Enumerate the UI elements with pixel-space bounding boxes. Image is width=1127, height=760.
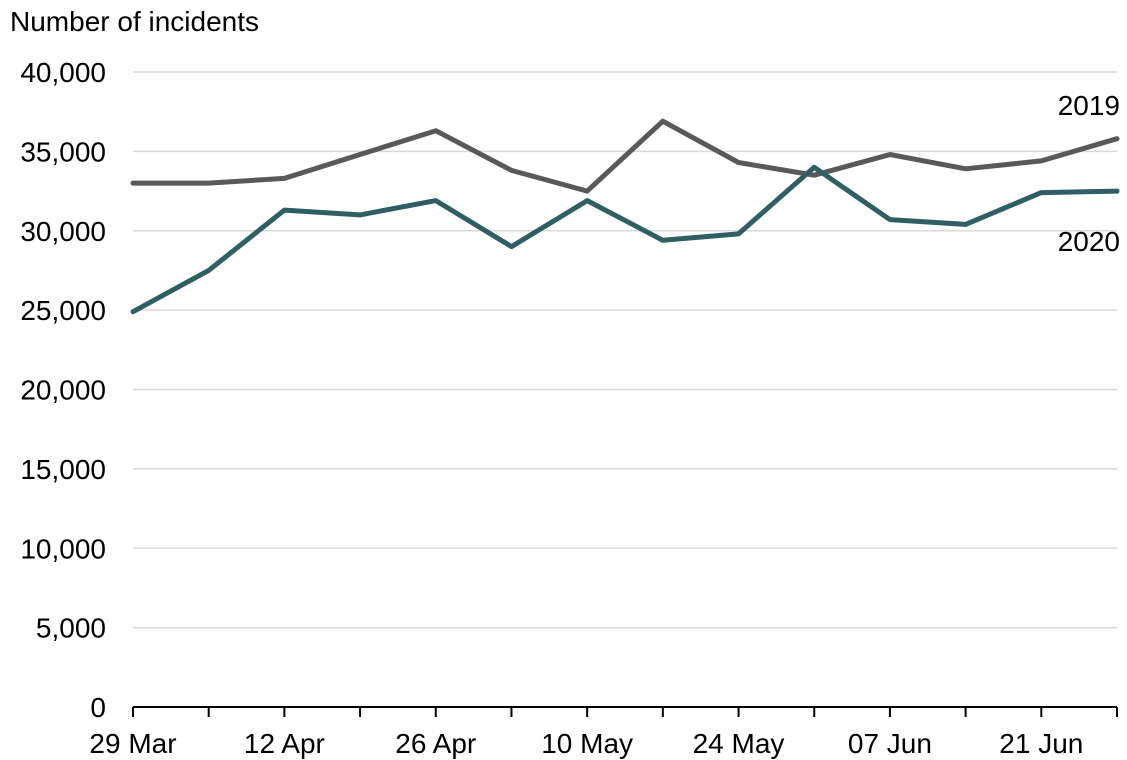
y-tick-label: 10,000 bbox=[20, 533, 106, 564]
y-tick-label: 40,000 bbox=[20, 57, 106, 88]
y-tick-labels: 0 5,000 10,000 15,000 20,000 25,000 30,000 35,0… bbox=[20, 57, 106, 723]
series-label-2019: 2019 bbox=[1058, 90, 1120, 121]
x-tick-label: 26 Apr bbox=[395, 728, 476, 759]
y-tick-label: 5,000 bbox=[36, 613, 106, 644]
y-tick-label: 30,000 bbox=[20, 216, 106, 247]
y-tick-label: 25,000 bbox=[20, 295, 106, 326]
series-line-2019 bbox=[130, 118, 1120, 194]
y-tick-label: 20,000 bbox=[20, 375, 106, 406]
x-tick-label: 21 Jun bbox=[999, 728, 1083, 759]
y-axis-title: Number of incidents bbox=[10, 6, 260, 37]
x-tick-label: 12 Apr bbox=[244, 728, 325, 759]
x-tick-label: 29 Mar bbox=[89, 728, 176, 759]
series-labels: 2019 2020 bbox=[1058, 90, 1120, 257]
y-tick-label: 0 bbox=[90, 692, 106, 723]
x-tick-labels: 29 Mar 12 Apr 26 Apr 10 May 24 May 07 Jun 21 J… bbox=[89, 728, 1083, 759]
gridlines bbox=[133, 71, 1117, 629]
x-axis bbox=[132, 706, 1118, 717]
series-line-2020 bbox=[130, 164, 1120, 315]
y-tick-label: 35,000 bbox=[20, 136, 106, 167]
series-label-2020: 2020 bbox=[1058, 226, 1120, 257]
x-tick-label: 24 May bbox=[693, 728, 785, 759]
x-tick-label: 10 May bbox=[541, 728, 633, 759]
x-tick-label: 07 Jun bbox=[848, 728, 932, 759]
series-lines bbox=[130, 118, 1120, 315]
y-tick-label: 15,000 bbox=[20, 454, 106, 485]
